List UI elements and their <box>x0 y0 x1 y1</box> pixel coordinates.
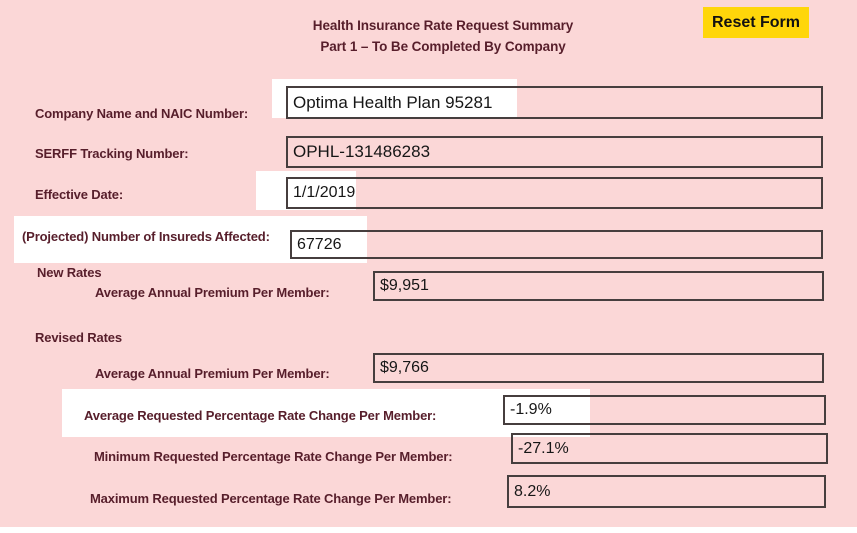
insureds-affected-label: (Projected) Number of Insureds Affected: <box>22 229 270 244</box>
new-avg-premium-input[interactable] <box>373 271 824 301</box>
new-avg-premium-label: Average Annual Premium Per Member: <box>95 285 330 300</box>
form-title: Health Insurance Rate Request Summary Pa… <box>93 15 793 57</box>
revised-avg-premium-label: Average Annual Premium Per Member: <box>95 366 330 381</box>
min-rate-change-input[interactable] <box>511 433 828 464</box>
effective-date-input[interactable] <box>286 177 823 209</box>
form-title-line2: Part 1 – To Be Completed By Company <box>320 39 566 54</box>
min-rate-change-label: Minimum Requested Percentage Rate Change… <box>94 449 453 464</box>
form-title-line1: Health Insurance Rate Request Summary <box>312 18 574 33</box>
company-name-label: Company Name and NAIC Number: <box>35 106 249 121</box>
bottom-white-strip <box>0 527 857 533</box>
avg-rate-change-input[interactable] <box>503 395 826 425</box>
revised-avg-premium-input[interactable] <box>373 353 824 383</box>
highlight-avg-change-row <box>62 389 590 437</box>
max-rate-change-input[interactable] <box>507 475 826 508</box>
revised-rates-heading: Revised Rates <box>35 330 122 345</box>
serff-number-label: SERFF Tracking Number: <box>35 146 189 161</box>
max-rate-change-label: Maximum Requested Percentage Rate Change… <box>90 491 452 506</box>
insureds-affected-input[interactable] <box>290 230 823 259</box>
new-rates-heading: New Rates <box>37 265 102 280</box>
company-name-input[interactable] <box>286 86 823 119</box>
serff-number-input[interactable] <box>286 136 823 168</box>
reset-form-button[interactable]: Reset Form <box>703 7 809 38</box>
avg-rate-change-label: Average Requested Percentage Rate Change… <box>84 408 437 423</box>
effective-date-label: Effective Date: <box>35 187 124 202</box>
